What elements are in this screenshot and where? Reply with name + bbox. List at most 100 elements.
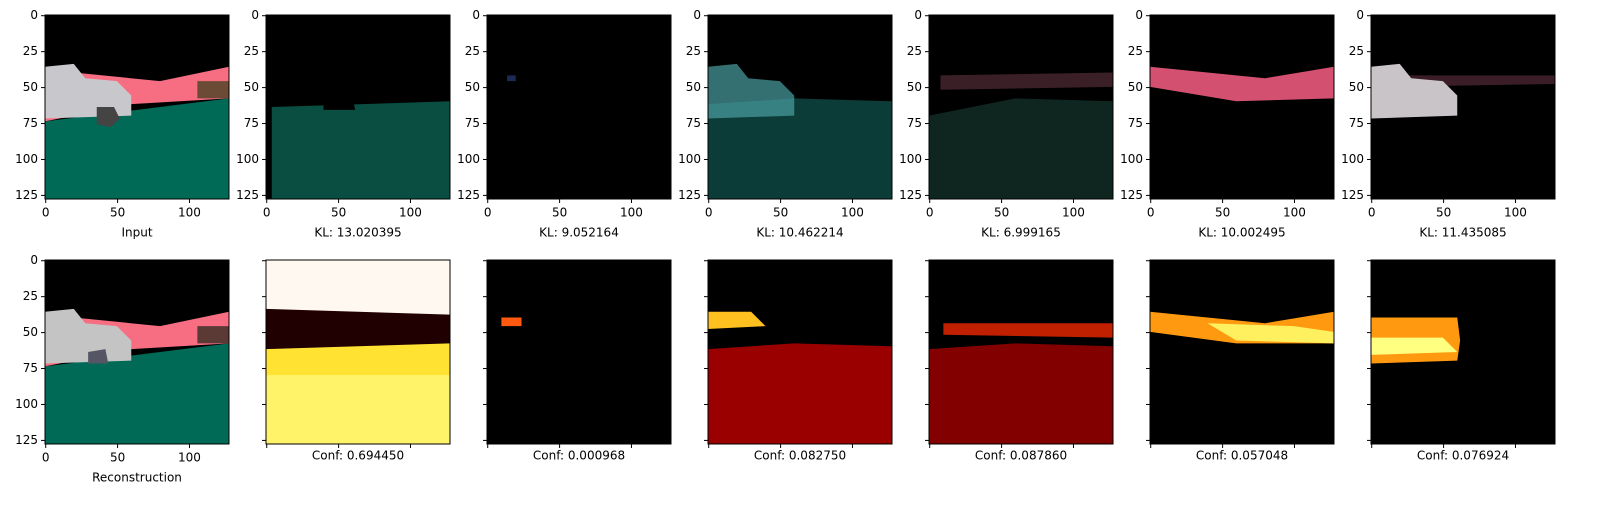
y-tick-label: 25: [907, 44, 922, 58]
y-tick-label: 0: [1356, 8, 1364, 22]
panel-caption: Reconstruction: [92, 471, 182, 485]
y-tick-label: 125: [15, 188, 38, 202]
image: [1150, 260, 1334, 444]
image-region: [266, 375, 450, 444]
panel: 0 25 50 75 100 125 0 50 100 KL: 13.020395: [236, 8, 451, 240]
image: [929, 15, 1113, 199]
image-region: [323, 95, 356, 110]
x-tick-label: 100: [399, 206, 422, 220]
y-tick-label: 25: [1128, 44, 1143, 58]
x-tick-label: 100: [1504, 206, 1527, 220]
x-tick-label: 100: [1062, 206, 1085, 220]
y-tick-label: 125: [236, 188, 259, 202]
axes-frame: [707, 14, 893, 200]
axes-frame: [44, 14, 230, 200]
y-tick-label: 0: [30, 253, 38, 267]
y-tick-label: 75: [23, 116, 38, 130]
y-tick-label: 0: [251, 8, 259, 22]
image: [45, 260, 229, 444]
x-tick-label: 100: [841, 206, 864, 220]
x-tick-label: 100: [178, 451, 201, 465]
axes-frame: [928, 259, 1114, 445]
y-tick-label: 75: [465, 116, 480, 130]
image: [1150, 15, 1334, 199]
image-region: [708, 98, 892, 199]
x-tick-label: 0: [263, 206, 271, 220]
panel: Conf: 0.082750: [704, 259, 893, 463]
x-tick-label: 0: [484, 206, 492, 220]
axes-frame: [928, 14, 1114, 200]
y-tick-label: 50: [23, 80, 38, 94]
panel-caption: Conf: 0.082750: [754, 449, 846, 463]
axes-frame: [265, 259, 451, 445]
y-tick-label: 50: [1349, 80, 1364, 94]
y-tick-label: 75: [686, 116, 701, 130]
image-region: [929, 98, 1113, 199]
y-tick-label: 75: [907, 116, 922, 130]
image-region: [708, 343, 892, 444]
panel-caption: KL: 11.435085: [1419, 226, 1506, 240]
image-region: [929, 343, 1113, 444]
x-tick-label: 100: [620, 206, 643, 220]
y-tick-label: 0: [30, 8, 38, 22]
image: [266, 15, 450, 199]
panel: 0 25 50 75 100 125 0 50 100 KL: 11.435085: [1341, 8, 1556, 240]
panel: 0 25 50 75 100 125 0 50 100 Reconstruction: [15, 253, 230, 485]
y-tick-label: 100: [678, 152, 701, 166]
axes-frame: [707, 259, 893, 445]
y-tick-label: 0: [914, 8, 922, 22]
y-tick-label: 25: [23, 44, 38, 58]
y-tick-label: 25: [465, 44, 480, 58]
image-region: [45, 98, 229, 199]
image-region: [1371, 260, 1555, 444]
y-tick-label: 100: [15, 152, 38, 166]
image: [487, 260, 671, 444]
panel-caption: KL: 10.002495: [1198, 226, 1285, 240]
image: [708, 15, 892, 199]
panel: Conf: 0.000968: [483, 259, 672, 463]
image-region: [1150, 260, 1334, 444]
panel-caption: Conf: 0.076924: [1417, 449, 1509, 463]
y-tick-label: 125: [1120, 188, 1143, 202]
y-tick-label: 50: [1128, 80, 1143, 94]
axes-frame: [44, 259, 230, 445]
x-tick-label: 0: [926, 206, 934, 220]
image-region: [197, 326, 229, 344]
axes-frame: [265, 14, 451, 200]
y-tick-label: 100: [236, 152, 259, 166]
image-region: [1371, 63, 1458, 119]
y-tick-label: 75: [1128, 116, 1143, 130]
x-tick-label: 50: [110, 451, 125, 465]
y-tick-label: 125: [899, 188, 922, 202]
axes-frame: [1149, 14, 1335, 200]
panel-caption: Conf: 0.057048: [1196, 449, 1288, 463]
y-tick-label: 50: [23, 325, 38, 339]
y-tick-label: 0: [1135, 8, 1143, 22]
x-tick-label: 0: [1368, 206, 1376, 220]
image-region: [1150, 66, 1334, 102]
y-tick-label: 75: [1349, 116, 1364, 130]
panel-caption: KL: 13.020395: [314, 226, 401, 240]
axes-frame: [1149, 259, 1335, 445]
y-tick-label: 50: [465, 80, 480, 94]
image: [45, 15, 229, 199]
x-tick-label: 50: [331, 206, 346, 220]
image-region: [1371, 337, 1458, 355]
image-region: [943, 323, 1113, 338]
image: [1371, 260, 1555, 444]
image: [708, 260, 892, 444]
image-region: [501, 317, 522, 327]
y-tick-label: 75: [23, 361, 38, 375]
panel-caption: KL: 6.999165: [981, 226, 1061, 240]
y-tick-label: 50: [907, 80, 922, 94]
axes-frame: [486, 14, 672, 200]
image-region: [487, 260, 671, 444]
panel: Conf: 0.076924: [1367, 259, 1556, 463]
x-tick-label: 50: [773, 206, 788, 220]
image-region: [1150, 15, 1334, 199]
panel: Conf: 0.087860: [925, 259, 1114, 463]
panel: 0 25 50 75 100 125 0 50 100 KL: 10.462214: [678, 8, 893, 240]
